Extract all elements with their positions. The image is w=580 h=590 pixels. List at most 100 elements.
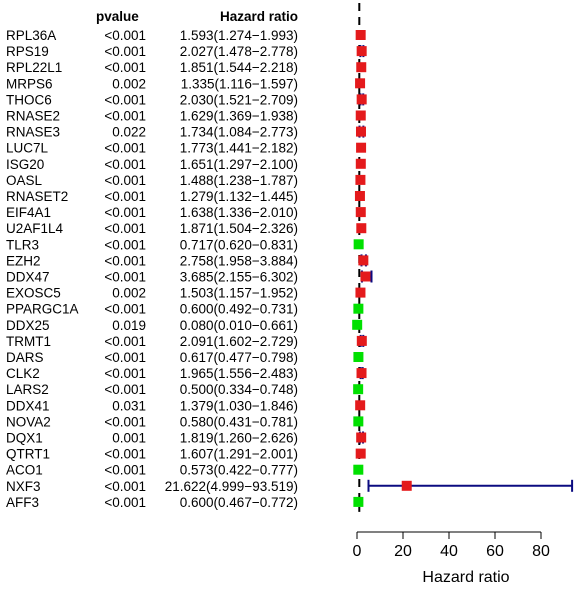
- pvalue-cell: <0.001: [104, 92, 146, 107]
- pvalue-cell: <0.001: [104, 173, 146, 188]
- header-hazard-ratio: Hazard ratio: [220, 9, 298, 24]
- hazard-ratio-cell: 0.717(0.620−0.831): [180, 237, 298, 252]
- gene-label: DDX47: [6, 270, 50, 285]
- hazard-ratio-cell: 1.651(1.297−2.100): [180, 157, 298, 172]
- hazard-ratio-cell: 21.622(4.999−93.519): [165, 479, 298, 494]
- hazard-ratio-cell: 1.593(1.274−1.993): [180, 28, 298, 43]
- gene-label: CLK2: [6, 366, 40, 381]
- gene-label: U2AF1L4: [6, 221, 64, 236]
- plot-area: 0 20 40 60 80 Hazard ratio: [352, 3, 574, 586]
- gene-label: EZH2: [6, 253, 41, 268]
- hazard-ratio-cell: 1.638(1.336−2.010): [180, 205, 298, 220]
- hazard-ratio-marker: [355, 207, 366, 218]
- gene-label: QTRT1: [6, 447, 50, 462]
- gene-label: EIF4A1: [6, 205, 51, 220]
- pvalue-cell: <0.001: [104, 237, 146, 252]
- pvalue-cell: 0.022: [112, 125, 146, 140]
- pvalue-cell: <0.001: [104, 463, 146, 478]
- hazard-ratio-cell: 0.600(0.492−0.731): [180, 302, 298, 317]
- hazard-ratio-cell: 1.488(1.238−1.787): [180, 173, 298, 188]
- table-row: EXOSC5 0.002 1.503(1.157−1.952): [6, 286, 298, 301]
- hazard-ratio-cell: 1.965(1.556−2.483): [180, 366, 298, 381]
- hazard-ratio-cell: 0.600(0.467−0.772): [180, 495, 298, 510]
- gene-label: MRPS6: [6, 76, 53, 91]
- pvalue-cell: <0.001: [104, 382, 146, 397]
- hazard-ratio-marker: [355, 126, 366, 137]
- table-row: TRMT1 <0.001 2.091(1.602−2.729): [6, 334, 298, 349]
- pvalue-cell: <0.001: [104, 109, 146, 124]
- pvalue-cell: <0.001: [104, 60, 146, 75]
- table-row: DQX1 0.001 1.819(1.260−2.626): [6, 431, 298, 446]
- hazard-ratio-marker: [401, 480, 412, 491]
- pvalue-cell: <0.001: [104, 28, 146, 43]
- hazard-ratio-marker: [353, 496, 364, 507]
- table-row: OASL <0.001 1.488(1.238−1.787): [6, 173, 298, 188]
- hazard-ratio-marker: [355, 30, 366, 40]
- hazard-ratio-cell: 1.773(1.441−2.182): [180, 141, 298, 156]
- gene-label: DARS: [6, 350, 44, 365]
- hazard-ratio-marker: [353, 464, 364, 475]
- table-row: CLK2 <0.001 1.965(1.556−2.483): [6, 366, 298, 381]
- table-row: NOVA2 <0.001 0.580(0.431−0.781): [6, 414, 298, 429]
- table-row: LUC7L <0.001 1.773(1.441−2.182): [6, 141, 298, 156]
- table-row: U2AF1L4 <0.001 1.871(1.504−2.326): [6, 221, 298, 236]
- gene-label: LUC7L: [6, 141, 49, 156]
- hazard-ratio-cell: 1.851(1.544−2.218): [180, 60, 298, 75]
- gene-label: NOVA2: [6, 414, 51, 429]
- table-row: DARS <0.001 0.617(0.477−0.798): [6, 350, 298, 365]
- pvalue-cell: 0.002: [112, 76, 146, 91]
- gene-label: DQX1: [6, 431, 43, 446]
- x-axis-label: Hazard ratio: [422, 569, 509, 586]
- hazard-ratio-cell: 1.871(1.504−2.326): [180, 221, 298, 236]
- gene-label: ACO1: [6, 463, 43, 478]
- hazard-ratio-cell: 0.573(0.422−0.777): [180, 463, 298, 478]
- table-row: NXF3 <0.001 21.622(4.999−93.519): [6, 479, 298, 494]
- table-row: RPL36A <0.001 1.593(1.274−1.993): [6, 28, 298, 43]
- hazard-ratio-marker: [355, 174, 366, 185]
- gene-label: RPL22L1: [6, 60, 62, 75]
- table-row: EZH2 <0.001 2.758(1.958−3.884): [6, 253, 298, 268]
- gene-label: LARS2: [6, 382, 49, 397]
- hazard-ratio-cell: 2.091(1.602−2.729): [180, 334, 298, 349]
- hazard-ratio-marker: [353, 384, 364, 395]
- hazard-ratio-cell: 2.030(1.521−2.709): [180, 92, 298, 107]
- gene-label: THOC6: [6, 92, 52, 107]
- pvalue-cell: <0.001: [104, 334, 146, 349]
- table-row: MRPS6 0.002 1.335(1.116−1.597): [6, 76, 298, 91]
- x-tick-label: 0: [353, 543, 362, 560]
- table-row: DDX25 0.019 0.080(0.010−0.661): [6, 318, 298, 333]
- hazard-ratio-marker: [355, 287, 366, 298]
- pvalue-cell: 0.019: [112, 318, 146, 333]
- hazard-ratio-marker: [353, 239, 364, 250]
- table-row: QTRT1 <0.001 1.607(1.291−2.001): [6, 447, 298, 462]
- table-row: THOC6 <0.001 2.030(1.521−2.709): [6, 92, 298, 107]
- hazard-ratio-cell: 0.580(0.431−0.781): [180, 414, 298, 429]
- table: pvalue Hazard ratio RPL36A <0.001 1.593(1.…: [6, 9, 298, 510]
- hazard-ratio-cell: 1.607(1.291−2.001): [180, 447, 298, 462]
- table-row: ACO1 <0.001 0.573(0.422−0.777): [6, 463, 298, 478]
- pvalue-cell: <0.001: [104, 44, 146, 59]
- hazard-ratio-marker: [353, 303, 364, 314]
- pvalue-cell: 0.002: [112, 286, 146, 301]
- hazard-ratio-cell: 2.027(1.478−2.778): [180, 44, 298, 59]
- table-row: AFF3 <0.001 0.600(0.467−0.772): [6, 495, 298, 510]
- hazard-ratio-marker: [356, 432, 367, 443]
- hazard-ratio-marker: [356, 335, 367, 346]
- hazard-ratio-cell: 1.379(1.030−1.846): [180, 398, 298, 413]
- table-row: EIF4A1 <0.001 1.638(1.336−2.010): [6, 205, 298, 220]
- hazard-ratio-marker: [360, 271, 371, 282]
- table-row: RNASE2 <0.001 1.629(1.369−1.938): [6, 109, 298, 124]
- hazard-ratio-marker: [356, 142, 367, 153]
- hazard-ratio-marker: [355, 78, 366, 89]
- gene-label: DDX25: [6, 318, 50, 333]
- gene-label: AFF3: [6, 495, 39, 510]
- hazard-ratio-marker: [354, 191, 365, 201]
- gene-label: RPS19: [6, 44, 49, 59]
- pvalue-cell: <0.001: [104, 205, 146, 220]
- hazard-ratio-marker: [356, 223, 367, 234]
- hazard-ratio-cell: 1.819(1.260−2.626): [180, 431, 298, 446]
- hazard-ratio-marker: [355, 400, 366, 411]
- table-row: DDX41 0.031 1.379(1.030−1.846): [6, 398, 298, 413]
- hazard-ratio-cell: 2.758(1.958−3.884): [180, 253, 298, 268]
- gene-label: RNASET2: [6, 189, 68, 204]
